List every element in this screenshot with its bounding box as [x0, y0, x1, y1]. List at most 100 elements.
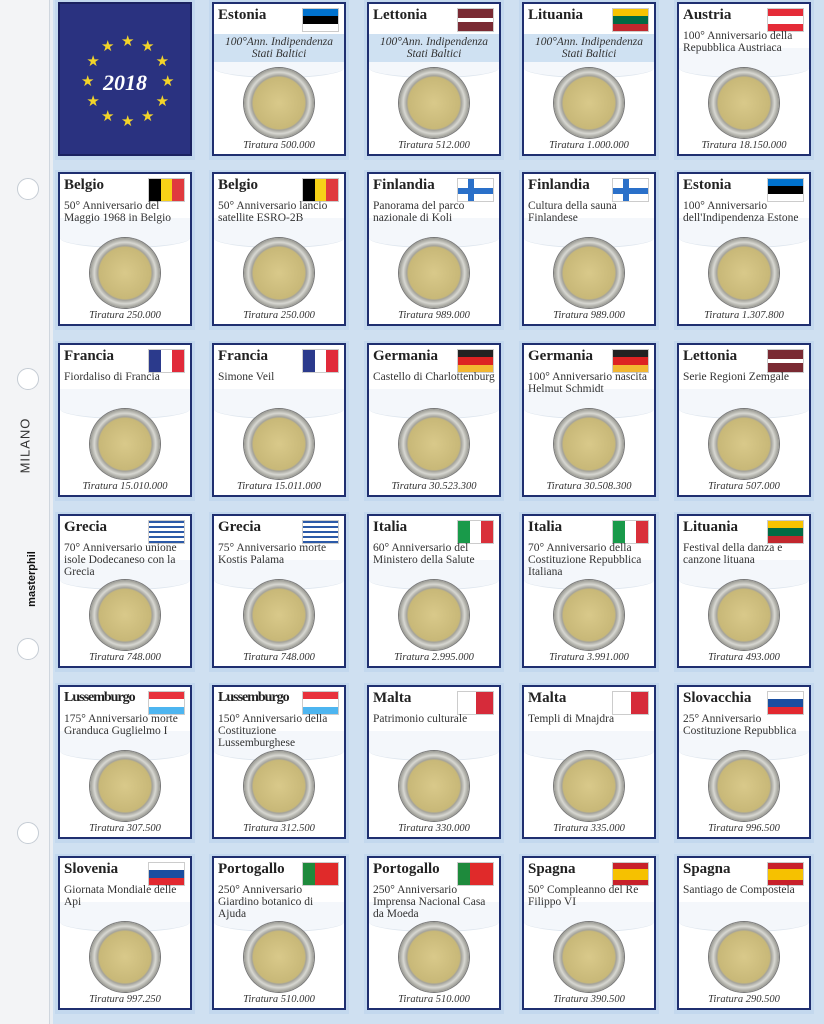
coin-pocket: Grecia 75° Anniversario morte Kostis Pala…: [209, 512, 349, 672]
coin-card[interactable]: Italia 60° Anniversario del Ministero del…: [367, 514, 501, 668]
coin-pocket: Malta Patrimonio culturale Tiratura 330.00…: [364, 683, 504, 843]
coin-card[interactable]: Germania 100° Anniversario nascita Helmut…: [522, 343, 656, 497]
coin-card[interactable]: Estonia 100° Anniversario dell'Indipenden…: [677, 172, 811, 326]
coin-pocket: Finlandia Cultura della sauna Finlandese T…: [519, 170, 659, 330]
coin-description: 100°Ann. Indipendenza Stati Baltici: [369, 34, 499, 62]
country-name: Lussemburgo: [218, 690, 290, 705]
coin-card[interactable]: Finlandia Cultura della sauna Finlandese T…: [522, 172, 656, 326]
coin-card[interactable]: Malta Templi di Mnajdra Tiratura 335.000: [522, 685, 656, 839]
coin-card[interactable]: Slovacchia 25° Anniversario Costituzione …: [677, 685, 811, 839]
coin-pocket: Francia Fiordaliso di Francia Tiratura 15.…: [55, 341, 195, 501]
country-name: Francia: [218, 348, 268, 364]
coin-image: [90, 922, 160, 992]
flag-icon: [302, 178, 339, 202]
star-icon: ★: [161, 74, 175, 90]
mintage-label: Tiratura 512.000: [398, 140, 470, 151]
coin-image: [399, 580, 469, 650]
country-name: Slovacchia: [683, 690, 752, 706]
coin-card[interactable]: Belgio 50° Anniversario del Maggio 1968 i…: [58, 172, 192, 326]
mintage-label: Tiratura 30.508.300: [546, 481, 632, 492]
coin-description: 50° Anniversario lancio satellite ESRO-2…: [218, 200, 328, 224]
binder-strip: MILANO masterphil: [0, 0, 50, 1024]
flag-icon: [612, 862, 649, 886]
coin-pocket: Spagna 50° Compleanno del Re Filippo VI Ti…: [519, 854, 659, 1014]
coin-description: 100° Anniversario nascita Helmut Schmidt: [528, 371, 647, 395]
flag-icon: [302, 8, 339, 32]
mintage-label: Tiratura 2.995.000: [394, 652, 474, 663]
coin-card[interactable]: Germania Castello di Charlottenburg Tiratu…: [367, 343, 501, 497]
flag-icon: [302, 691, 339, 715]
country-name: Portogallo: [218, 861, 285, 877]
coin-card[interactable]: Lettonia 100°Ann. Indipendenza Stati Balt…: [367, 2, 501, 156]
mintage-label: Tiratura 15.010.000: [82, 481, 168, 492]
coin-pocket: Estonia 100° Anniversario dell'Indipenden…: [674, 170, 814, 330]
mintage-label: Tiratura 335.000: [553, 823, 625, 834]
coin-image: [90, 751, 160, 821]
country-name: Malta: [528, 690, 567, 706]
coin-card[interactable]: Lussemburgo 175° Anniversario morte Grand…: [58, 685, 192, 839]
coin-card[interactable]: Austria 100° Anniversario della Repubblic…: [677, 2, 811, 156]
star-icon: ★: [155, 94, 170, 110]
coin-card[interactable]: Spagna 50° Compleanno del Re Filippo VI Ti…: [522, 856, 656, 1010]
coin-description: Serie Regioni Zemgale: [683, 371, 790, 383]
coin-card[interactable]: Francia Simone Veil Tiratura 15.011.000: [212, 343, 346, 497]
coin-card[interactable]: Estonia 100°Ann. Indipendenza Stati Balti…: [212, 2, 346, 156]
country-name: Lussemburgo: [64, 690, 136, 705]
coin-card[interactable]: Lettonia Serie Regioni Zemgale Tiratura 50…: [677, 343, 811, 497]
flag-icon: [767, 349, 804, 373]
flag-icon: [302, 862, 339, 886]
coin-card[interactable]: Portogallo 250° Anniversario Giardino bot…: [212, 856, 346, 1010]
star-icon: ★: [141, 108, 155, 125]
country-name: Portogallo: [373, 861, 440, 877]
coin-card[interactable]: Portogallo 250° Anniversario Imprensa Nac…: [367, 856, 501, 1010]
coin-image: [244, 751, 314, 821]
coin-pocket: Finlandia Panorama del parco nazionale di…: [364, 170, 504, 330]
coin-card[interactable]: Francia Fiordaliso di Francia Tiratura 15.…: [58, 343, 192, 497]
coin-card[interactable]: Belgio 50° Anniversario lancio satellite …: [212, 172, 346, 326]
mintage-label: Tiratura 996.500: [708, 823, 780, 834]
coin-pocket: Lituania 100°Ann. Indipendenza Stati Balt…: [519, 0, 659, 160]
flag-icon: [767, 178, 804, 202]
coin-image: [244, 409, 314, 479]
mintage-label: Tiratura 3.991.000: [549, 652, 629, 663]
mintage-label: Tiratura 997.250: [89, 994, 161, 1005]
flag-icon: [148, 349, 185, 373]
coin-image: [399, 238, 469, 308]
coin-description: 100°Ann. Indipendenza Stati Baltici: [524, 34, 654, 62]
mintage-label: Tiratura 493.000: [708, 652, 780, 663]
coin-card[interactable]: Grecia 70° Anniversario unione isole Dode…: [58, 514, 192, 668]
coin-description: Cultura della sauna Finlandese: [528, 200, 617, 224]
mintage-label: Tiratura 989.000: [553, 310, 625, 321]
coin-pocket: Lituania Festival della danza e canzone l…: [674, 512, 814, 672]
coin-image: [554, 580, 624, 650]
coin-description: Giornata Mondiale delle Api: [64, 884, 177, 908]
coin-description: 250° Anniversario Imprensa Nacional Casa…: [373, 884, 486, 920]
coin-pocket: Spagna Santiago de Compostela Tiratura 290…: [674, 854, 814, 1014]
mintage-label: Tiratura 250.000: [243, 310, 315, 321]
coin-image: [554, 68, 624, 138]
coin-pocket: Portogallo 250° Anniversario Imprensa Nac…: [364, 854, 504, 1014]
coin-card[interactable]: Lituania 100°Ann. Indipendenza Stati Balt…: [522, 2, 656, 156]
coin-pocket: Francia Simone Veil Tiratura 15.011.000: [209, 341, 349, 501]
coin-image: [90, 238, 160, 308]
coin-card[interactable]: Slovenia Giornata Mondiale delle Api Tirat…: [58, 856, 192, 1010]
coin-card[interactable]: Lussemburgo 150° Anniversario della Costi…: [212, 685, 346, 839]
coin-card[interactable]: Spagna Santiago de Compostela Tiratura 290…: [677, 856, 811, 1010]
coin-description: 150° Anniversario della Costituzione Lus…: [218, 713, 328, 749]
country-name: Austria: [683, 7, 732, 23]
coin-image: [244, 68, 314, 138]
mintage-label: Tiratura 989.000: [398, 310, 470, 321]
flag-icon: [457, 178, 494, 202]
mintage-label: Tiratura 748.000: [89, 652, 161, 663]
mintage-label: Tiratura 390.500: [553, 994, 625, 1005]
coin-card[interactable]: Lituania Festival della danza e canzone l…: [677, 514, 811, 668]
country-name: Spagna: [683, 861, 731, 877]
coin-description: 175° Anniversario morte Granduca Gugliel…: [64, 713, 178, 737]
coin-card[interactable]: Italia 70° Anniversario della Costituzion…: [522, 514, 656, 668]
coin-image: [709, 68, 779, 138]
punch-hole: [17, 638, 39, 660]
coin-card[interactable]: Finlandia Panorama del parco nazionale di…: [367, 172, 501, 326]
coin-card[interactable]: Malta Patrimonio culturale Tiratura 330.00…: [367, 685, 501, 839]
coin-card[interactable]: Grecia 75° Anniversario morte Kostis Pala…: [212, 514, 346, 668]
coin-image: [399, 68, 469, 138]
